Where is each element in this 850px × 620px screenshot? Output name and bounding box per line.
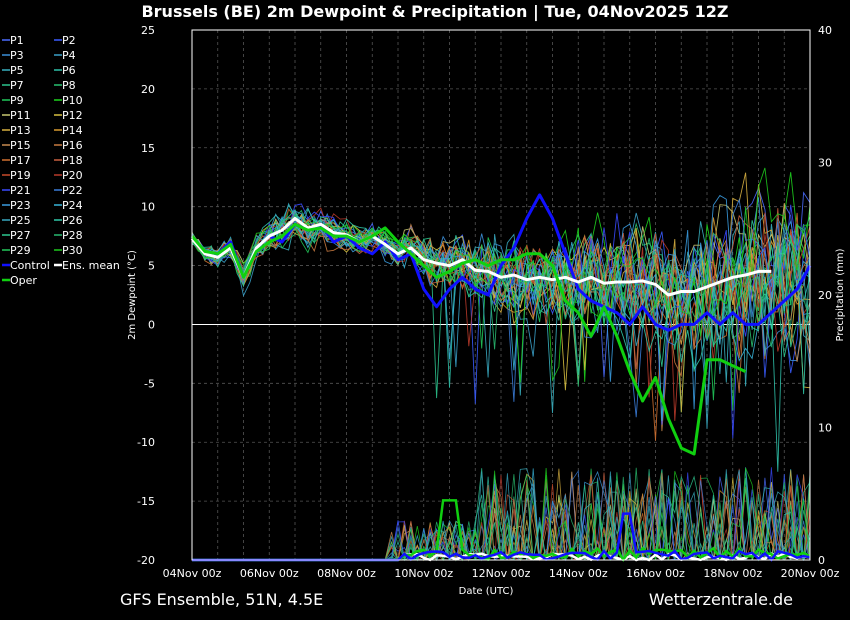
legend-label: P11 bbox=[10, 109, 31, 122]
x-tick-label: 12Nov 00z bbox=[472, 567, 531, 580]
y-tick-label: -15 bbox=[137, 495, 155, 508]
legend-label: P4 bbox=[62, 49, 76, 62]
legend-label: Ens. mean bbox=[62, 259, 120, 272]
y-axis-ticks: 25 20 15 10 5 0 -5 -10 -15 -20 bbox=[137, 24, 155, 567]
legend-label: P19 bbox=[10, 169, 31, 182]
legend-label: P2 bbox=[62, 34, 76, 47]
legend-label: Oper bbox=[10, 274, 37, 287]
legend-label: Control bbox=[10, 259, 50, 272]
y-tick-label: 15 bbox=[141, 142, 155, 155]
y-tick-label: 25 bbox=[141, 24, 155, 37]
legend-label: P13 bbox=[10, 124, 31, 137]
legend-label: P9 bbox=[10, 94, 24, 107]
footer-site: Wetterzentrale.de bbox=[649, 590, 793, 609]
footer-model-info: GFS Ensemble, 51N, 4.5E bbox=[120, 590, 323, 609]
y-tick-label: 5 bbox=[148, 260, 155, 273]
legend-label: P12 bbox=[62, 109, 83, 122]
chart-title: Brussels (BE) 2m Dewpoint & Precipitatio… bbox=[141, 2, 728, 22]
legend-label: P28 bbox=[62, 229, 83, 242]
legend-label: P14 bbox=[62, 124, 83, 137]
legend-label: P22 bbox=[62, 184, 83, 197]
series-line-oper bbox=[190, 222, 747, 456]
member-line-p22 bbox=[191, 198, 811, 418]
y-tick-label: 10 bbox=[141, 201, 155, 214]
legend-label: P24 bbox=[62, 199, 83, 212]
series-line-ens-mean bbox=[190, 216, 772, 297]
x-tick-label: 04Nov 00z bbox=[163, 567, 222, 580]
member-line-p26 bbox=[191, 208, 811, 395]
y2-tick-label: 0 bbox=[818, 554, 825, 567]
y2-tick-label: 10 bbox=[818, 422, 832, 435]
plot-frame bbox=[191, 29, 811, 561]
x-tick-label: 14Nov 00z bbox=[549, 567, 608, 580]
legend-label: P20 bbox=[62, 169, 83, 182]
legend-label: P21 bbox=[10, 184, 31, 197]
x-axis-ticks: 04Nov 00z 06Nov 00z 08Nov 00z 10Nov 00z 12No… bbox=[163, 567, 840, 580]
y-tick-label: -5 bbox=[144, 377, 155, 390]
legend: P1 P2 P3 P4 P5 P6 P7 P8 P9 P10 P11 P12 P13 P14 P15 P16 P… bbox=[2, 34, 120, 287]
legend-label: P15 bbox=[10, 139, 31, 152]
x-tick-label: 20Nov 00z bbox=[781, 567, 840, 580]
legend-label: P6 bbox=[62, 64, 76, 77]
legend-label: P23 bbox=[10, 199, 31, 212]
y2-tick-label: 20 bbox=[818, 289, 832, 302]
legend-label: P5 bbox=[10, 64, 24, 77]
x-axis-label: Date (UTC) bbox=[459, 586, 514, 597]
y2-tick-label: 30 bbox=[818, 157, 832, 170]
y2-axis-ticks: 40 30 20 10 0 bbox=[818, 24, 832, 567]
legend-label: P7 bbox=[10, 79, 24, 92]
x-tick-label: 06Nov 00z bbox=[240, 567, 299, 580]
legend-label: P8 bbox=[62, 79, 76, 92]
legend-label: P3 bbox=[10, 49, 24, 62]
legend-label: P10 bbox=[62, 94, 83, 107]
x-tick-label: 16Nov 00z bbox=[626, 567, 685, 580]
y-tick-label: -20 bbox=[137, 554, 155, 567]
legend-label: P26 bbox=[62, 214, 83, 227]
legend-label: P18 bbox=[62, 154, 83, 167]
legend-label: P1 bbox=[10, 34, 24, 47]
x-tick-label: 10Nov 00z bbox=[394, 567, 453, 580]
legend-label: P16 bbox=[62, 139, 83, 152]
x-tick-label: 08Nov 00z bbox=[317, 567, 376, 580]
main-series-lines bbox=[190, 193, 812, 456]
legend-label: P27 bbox=[10, 229, 31, 242]
y-axis-label: 2m Dewpoint (°C) bbox=[127, 250, 138, 340]
y2-axis-label: Precipitation (mm) bbox=[835, 248, 846, 341]
legend-label: P17 bbox=[10, 154, 31, 167]
y-tick-label: 20 bbox=[141, 83, 155, 96]
legend-label: P25 bbox=[10, 214, 31, 227]
legend-label: P30 bbox=[62, 244, 83, 257]
legend-label: P29 bbox=[10, 244, 31, 257]
y-tick-label: -10 bbox=[137, 436, 155, 449]
x-tick-label: 18Nov 00z bbox=[703, 567, 762, 580]
y2-tick-label: 40 bbox=[818, 24, 832, 37]
y-tick-label: 0 bbox=[148, 318, 155, 331]
